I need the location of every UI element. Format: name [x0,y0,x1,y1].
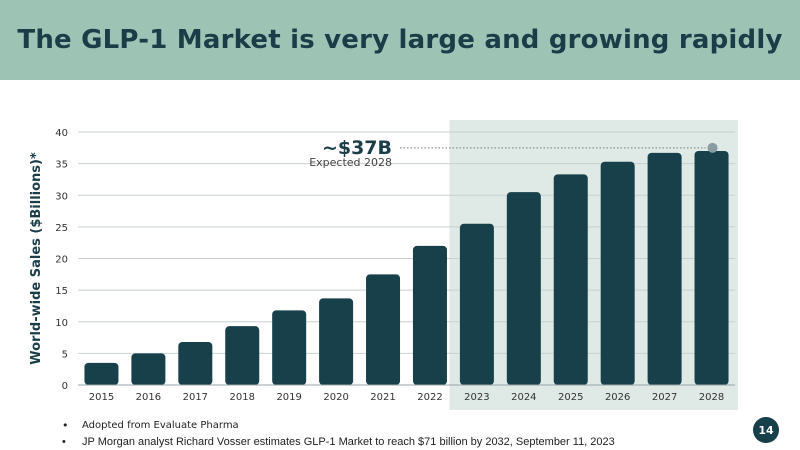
bar [272,310,307,385]
y-tick-label: 15 [55,286,68,297]
bar [459,223,494,385]
forecast-band [449,120,738,410]
title-band: The GLP-1 Market is very large and growi… [0,0,800,80]
x-tick-label: 2015 [89,392,114,403]
annotation-sublabel: Expected 2028 [309,156,392,169]
y-tick-label: 10 [55,318,68,329]
bar [647,152,682,385]
y-axis-title: World-wide Sales ($Billions)* [29,152,44,365]
footnote-source: Adopted from Evaluate Pharma [62,418,615,434]
bar [366,274,401,385]
x-tick-label: 2024 [511,392,536,403]
page-number-badge: 14 [753,417,779,443]
x-tick-label: 2017 [183,392,208,403]
x-tick-label: 2022 [417,392,442,403]
y-tick-label: 20 [55,255,68,266]
bar [412,245,447,385]
x-tick-label: 2027 [652,392,677,403]
x-tick-label: 2023 [464,392,489,403]
y-tick-label: 35 [55,160,68,171]
y-tick-label: 30 [55,191,68,202]
bar [553,174,588,385]
y-tick-label: 0 [62,381,68,392]
x-tick-label: 2026 [605,392,630,403]
x-tick-label: 2021 [370,392,395,403]
footnote-jp-morgan: JP Morgan analyst Richard Vosser estimat… [62,434,615,450]
x-tick-label: 2016 [136,392,161,403]
bar [225,326,260,385]
x-tick-label: 2018 [230,392,255,403]
bar [319,298,354,385]
bar [178,341,213,385]
y-tick-label: 40 [55,128,68,139]
bar [506,192,541,385]
y-tick-label: 5 [62,349,68,360]
annotation-value: ~$37B [322,137,392,159]
bar [600,161,635,385]
x-tick-label: 2019 [276,392,301,403]
x-tick-label: 2025 [558,392,583,403]
annotation-marker [707,142,718,153]
bar [84,362,119,385]
slide-title: The GLP-1 Market is very large and growi… [17,25,783,55]
footnotes: Adopted from Evaluate Pharma JP Morgan a… [62,418,615,450]
x-tick-label: 2020 [323,392,348,403]
y-tick-label: 25 [55,223,68,234]
bar [131,353,166,385]
x-tick-label: 2028 [699,392,724,403]
bar [694,150,729,385]
